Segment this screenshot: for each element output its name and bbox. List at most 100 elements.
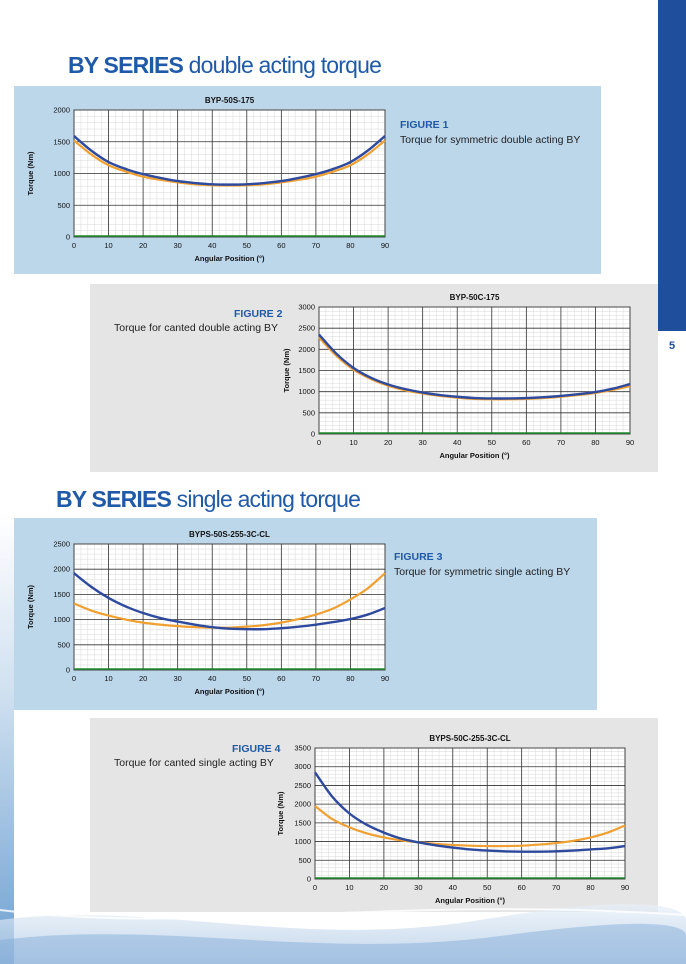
y-tick-label: 1000	[298, 387, 315, 396]
y-axis-label: Torque (Nm)	[26, 584, 35, 629]
y-tick-label: 2500	[294, 781, 311, 790]
series-line-blue	[318, 333, 631, 400]
x-tick-label: 0	[313, 883, 317, 892]
page-number: 5	[668, 340, 676, 352]
x-tick-label: 80	[346, 241, 354, 250]
y-tick-label: 1500	[298, 366, 315, 375]
y-tick-label: 500	[302, 408, 315, 417]
y-tick-label: 2500	[53, 540, 70, 549]
section-title-single: BY SERIES single acting torque	[56, 486, 361, 513]
x-tick-label: 10	[345, 883, 353, 892]
chart-title: BYPS-50S-255-3C-CL	[189, 530, 270, 539]
x-tick-label: 30	[173, 674, 181, 683]
x-tick-label: 30	[414, 883, 422, 892]
figure-3-caption: Torque for symmetric single acting BY	[394, 566, 571, 578]
y-axis-label: Torque (Nm)	[26, 151, 35, 196]
x-tick-label: 40	[449, 883, 457, 892]
figure-1-label: FIGURE 1	[400, 119, 449, 131]
y-tick-label: 3500	[294, 744, 311, 753]
x-tick-label: 90	[621, 883, 629, 892]
x-tick-label: 90	[626, 438, 634, 447]
x-axis-label: Angular Position (°)	[435, 896, 506, 905]
x-tick-label: 0	[72, 674, 76, 683]
y-tick-label: 1000	[53, 615, 70, 624]
series-line-blue	[73, 135, 386, 186]
x-tick-label: 70	[312, 674, 320, 683]
x-tick-label: 10	[104, 241, 112, 250]
x-axis-label: Angular Position (°)	[194, 687, 265, 696]
x-tick-label: 40	[453, 438, 461, 447]
figure-4-label: FIGURE 4	[232, 743, 281, 755]
x-tick-label: 0	[317, 438, 321, 447]
x-tick-label: 20	[384, 438, 392, 447]
x-tick-label: 20	[380, 883, 388, 892]
x-tick-label: 80	[591, 438, 599, 447]
x-tick-label: 10	[104, 674, 112, 683]
figure-4-caption: Torque for canted single acting BY	[114, 757, 274, 769]
y-tick-label: 2000	[298, 345, 315, 354]
series-line-blue	[314, 771, 626, 853]
y-axis-label: Torque (Nm)	[276, 791, 285, 836]
y-tick-label: 1500	[53, 137, 70, 146]
x-axis-label: Angular Position (°)	[439, 451, 510, 460]
x-tick-label: 80	[346, 674, 354, 683]
y-tick-label: 1500	[53, 590, 70, 599]
section-title-bold: BY SERIES	[56, 486, 172, 512]
figure-2-label: FIGURE 2	[234, 308, 283, 320]
x-tick-label: 60	[277, 241, 285, 250]
y-tick-label: 2000	[294, 800, 311, 809]
y-tick-label: 500	[57, 201, 70, 210]
figure-1-caption: Torque for symmetric double acting BY	[400, 134, 581, 146]
left-gradient-strip	[0, 515, 14, 964]
x-tick-label: 50	[488, 438, 496, 447]
y-tick-label: 0	[66, 233, 70, 242]
y-tick-label: 3000	[294, 762, 311, 771]
y-tick-label: 0	[311, 430, 315, 439]
x-tick-label: 30	[173, 241, 181, 250]
y-tick-label: 1000	[294, 837, 311, 846]
x-tick-label: 0	[72, 241, 76, 250]
chart-figure-4: 0 10 20 30 40 50 60 70 80 90 0 500 1000 1500 2000 2500 3…	[276, 734, 629, 905]
side-accent-bar	[658, 0, 686, 331]
section-title-rest: double acting torque	[183, 52, 382, 78]
y-tick-label: 2000	[53, 106, 70, 115]
y-tick-label: 0	[307, 875, 311, 884]
y-tick-label: 2000	[53, 565, 70, 574]
y-tick-label: 1000	[53, 169, 70, 178]
y-tick-label: 0	[66, 666, 70, 675]
x-tick-label: 60	[277, 674, 285, 683]
series-line-blue	[73, 572, 386, 631]
x-tick-label: 50	[243, 241, 251, 250]
x-axis-label: Angular Position (°)	[194, 254, 265, 263]
chart-title: BYPS-50C-255-3C-CL	[429, 734, 510, 743]
figure-3-label: FIGURE 3	[394, 551, 443, 563]
bottom-wave-decoration	[0, 904, 686, 964]
plot-area	[314, 747, 626, 880]
x-tick-label: 50	[243, 674, 251, 683]
series-line-orange	[314, 805, 626, 848]
section-title-double: BY SERIES double acting torque	[68, 52, 382, 79]
chart-figure-2: 0 10 20 30 40 50 60 70 80 90 0 500 1000 1500 2000 2500 3…	[282, 293, 634, 460]
chart-title: BYP-50S-175	[205, 96, 255, 105]
section-title-rest: single acting torque	[171, 486, 361, 512]
y-axis-label: Torque (Nm)	[282, 348, 291, 393]
chart-figure-1: 0 10 20 30 40 50 60 70 80 90 0 500 1000 1500 2000 BYP-5…	[26, 96, 389, 263]
y-tick-label: 2500	[298, 324, 315, 333]
y-tick-label: 500	[57, 640, 70, 649]
section-title-bold: BY SERIES	[68, 52, 184, 78]
x-tick-label: 70	[312, 241, 320, 250]
x-tick-label: 20	[139, 241, 147, 250]
y-tick-label: 3000	[298, 303, 315, 312]
x-tick-label: 60	[522, 438, 530, 447]
y-tick-label: 1500	[294, 818, 311, 827]
x-tick-label: 70	[552, 883, 560, 892]
x-tick-label: 40	[208, 241, 216, 250]
figure-2-caption: Torque for canted double acting BY	[114, 322, 279, 334]
x-tick-label: 60	[517, 883, 525, 892]
x-tick-label: 20	[139, 674, 147, 683]
x-tick-label: 90	[381, 241, 389, 250]
chart-title: BYP-50C-175	[450, 293, 500, 302]
x-tick-label: 30	[418, 438, 426, 447]
chart-figure-3: 0 10 20 30 40 50 60 70 80 90 0 500 1000 1500 2000 2500 B…	[26, 530, 389, 696]
y-tick-label: 500	[298, 856, 311, 865]
